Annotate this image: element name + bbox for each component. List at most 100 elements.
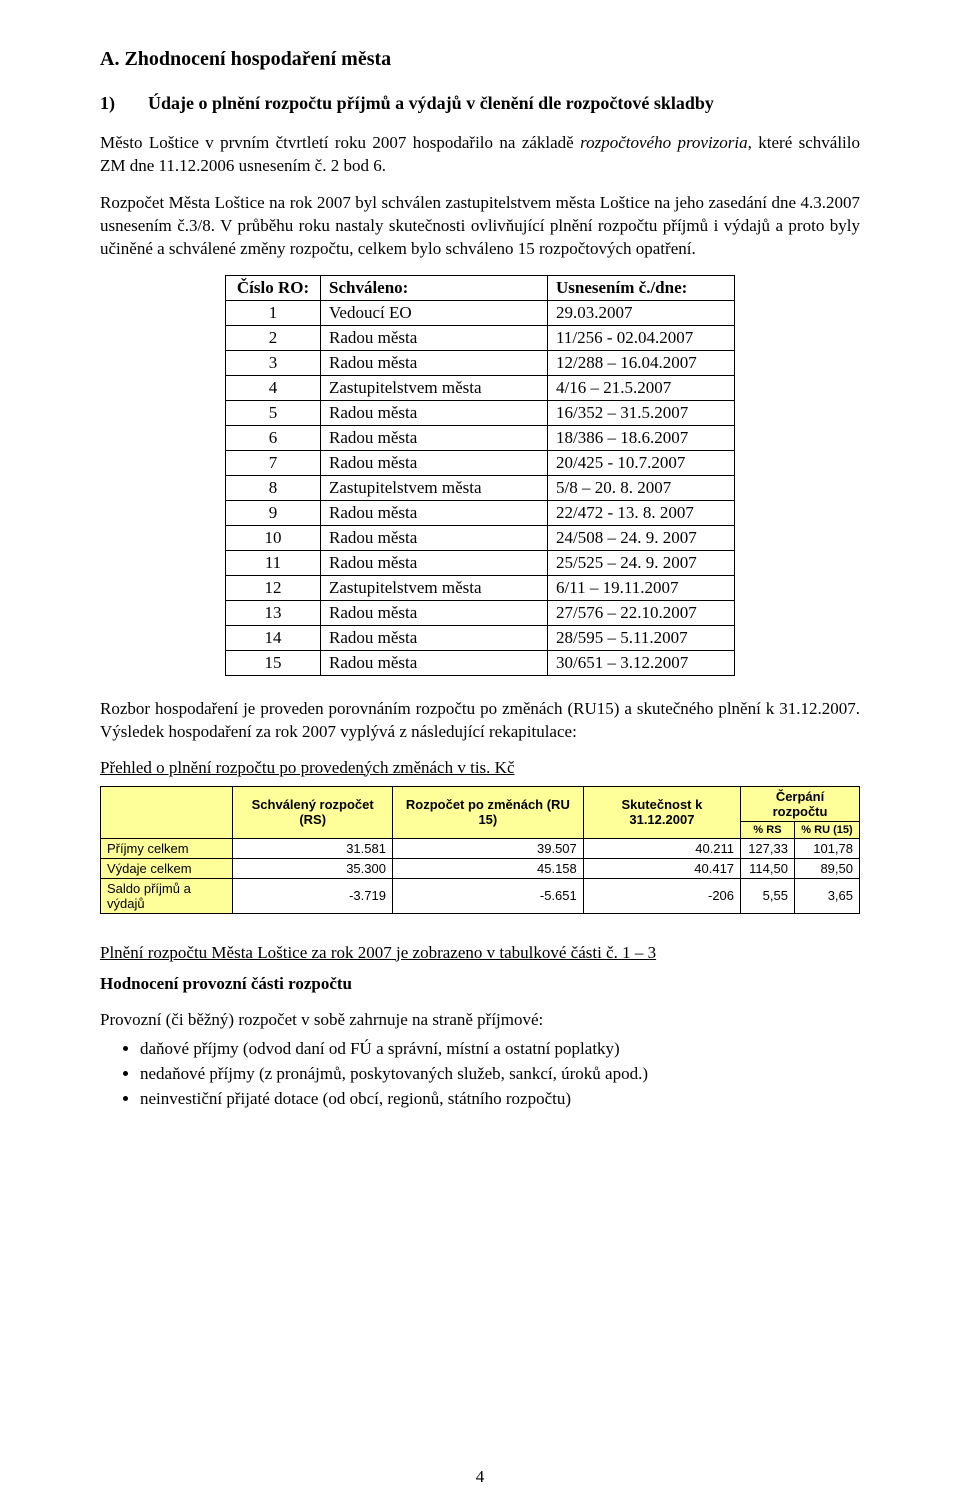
table-row: 12Zastupitelstvem města6/11 – 19.11.2007 [226,575,735,600]
ro-cell-approved: Radou města [321,425,548,450]
ro-cell-resolution: 20/425 - 10.7.2007 [548,450,735,475]
summary-cell-label: Příjmy celkem [101,838,233,858]
section-1-heading: 1)Údaje o plnění rozpočtu příjmů a výdaj… [100,93,860,114]
list-item: neinvestiční přijaté dotace (od obcí, re… [140,1088,860,1111]
ro-cell-resolution: 16/352 – 31.5.2007 [548,400,735,425]
ro-cell-resolution: 6/11 – 19.11.2007 [548,575,735,600]
table-row: 3Radou města12/288 – 16.04.2007 [226,350,735,375]
ro-cell-resolution: 22/472 - 13. 8. 2007 [548,500,735,525]
summary-cell-ru15: 45.158 [392,858,583,878]
summary-cell-label: Výdaje celkem [101,858,233,878]
section-1-text: Údaje o plnění rozpočtu příjmů a výdajů … [148,93,714,113]
summary-caption: Přehled o plnění rozpočtu po provedených… [100,758,860,778]
table-row: 2Radou města11/256 - 02.04.2007 [226,325,735,350]
paragraph-2: Rozpočet Města Loštice na rok 2007 byl s… [100,192,860,261]
ro-cell-resolution: 12/288 – 16.04.2007 [548,350,735,375]
ro-cell-number: 8 [226,475,321,500]
summary-cell-pct-ru: 101,78 [794,838,859,858]
paragraph-3: Rozbor hospodaření je proveden porovnání… [100,698,860,744]
ro-cell-number: 14 [226,625,321,650]
table-row: Výdaje celkem35.30045.15840.417114,5089,… [101,858,860,878]
ro-cell-approved: Vedoucí EO [321,300,548,325]
table-row: 6Radou města18/386 – 18.6.2007 [226,425,735,450]
ro-cell-approved: Radou města [321,650,548,675]
ro-cell-number: 15 [226,650,321,675]
table-row: 7Radou města20/425 - 10.7.2007 [226,450,735,475]
summary-th-pct-ru: % RU (15) [794,821,859,838]
ro-cell-resolution: 24/508 – 24. 9. 2007 [548,525,735,550]
ro-cell-number: 2 [226,325,321,350]
ro-cell-approved: Zastupitelstvem města [321,575,548,600]
summary-cell-pct-ru: 89,50 [794,858,859,878]
summary-cell-pct-rs: 5,55 [741,878,795,913]
ro-cell-approved: Radou města [321,400,548,425]
ro-cell-number: 11 [226,550,321,575]
ro-cell-approved: Radou města [321,550,548,575]
ro-cell-resolution: 11/256 - 02.04.2007 [548,325,735,350]
summary-cell-sk: -206 [583,878,740,913]
paragraph-5: Provozní (či běžný) rozpočet v sobě zahr… [100,1009,860,1032]
ro-cell-number: 9 [226,500,321,525]
ro-cell-number: 5 [226,400,321,425]
section-1-number: 1) [100,93,148,114]
ro-cell-approved: Radou města [321,350,548,375]
ro-cell-resolution: 25/525 – 24. 9. 2007 [548,550,735,575]
ro-cell-approved: Radou města [321,500,548,525]
page-number: 4 [0,1467,960,1487]
summary-th-rs: Schválený rozpočet (RS) [233,786,393,838]
summary-table-body: Příjmy celkem31.58139.50740.211127,33101… [101,838,860,913]
bullet-list: daňové příjmy (odvod daní od FÚ a správn… [100,1038,860,1111]
summary-th-pct-rs: % RS [741,821,795,838]
table-row: 4Zastupitelstvem města4/16 – 21.5.2007 [226,375,735,400]
ro-cell-resolution: 29.03.2007 [548,300,735,325]
summary-cell-ru15: -5.651 [392,878,583,913]
summary-cell-ru15: 39.507 [392,838,583,858]
ro-table: Číslo RO: Schváleno: Usnesením č./dne: 1… [225,275,735,676]
ro-cell-resolution: 28/595 – 5.11.2007 [548,625,735,650]
summary-cell-sk: 40.417 [583,858,740,878]
summary-cell-label: Saldo příjmů a výdajů [101,878,233,913]
ro-cell-resolution: 4/16 – 21.5.2007 [548,375,735,400]
ro-th-approved: Schváleno: [321,275,548,300]
ro-cell-resolution: 18/386 – 18.6.2007 [548,425,735,450]
summary-cell-sk: 40.211 [583,838,740,858]
ro-table-body: 1Vedoucí EO29.03.20072Radou města11/256 … [226,300,735,675]
list-item: nedaňové příjmy (z pronájmů, poskytovaný… [140,1063,860,1086]
summary-header-row-1: Schválený rozpočet (RS) Rozpočet po změn… [101,786,860,821]
ro-th-resolution: Usnesením č./dne: [548,275,735,300]
table-row: 10Radou města24/508 – 24. 9. 2007 [226,525,735,550]
table-row: Příjmy celkem31.58139.50740.211127,33101… [101,838,860,858]
table-row: 8Zastupitelstvem města5/8 – 20. 8. 2007 [226,475,735,500]
ro-cell-number: 7 [226,450,321,475]
table-row: 1Vedoucí EO29.03.2007 [226,300,735,325]
table-row: 9Radou města22/472 - 13. 8. 2007 [226,500,735,525]
table-row: Saldo příjmů a výdajů-3.719-5.651-2065,5… [101,878,860,913]
table-row: 14Radou města28/595 – 5.11.2007 [226,625,735,650]
paragraph-1: Město Loštice v prvním čtvrtletí roku 20… [100,132,860,178]
summary-th-sk: Skutečnost k 31.12.2007 [583,786,740,838]
ro-cell-resolution: 30/651 – 3.12.2007 [548,650,735,675]
ro-cell-number: 10 [226,525,321,550]
table-row: 13Radou města27/576 – 22.10.2007 [226,600,735,625]
summary-th-ru15: Rozpočet po změnách (RU 15) [392,786,583,838]
summary-cell-pct-rs: 114,50 [741,858,795,878]
ro-cell-number: 12 [226,575,321,600]
summary-th-blank [101,786,233,838]
ro-cell-approved: Radou města [321,625,548,650]
summary-cell-pct-ru: 3,65 [794,878,859,913]
ro-th-number: Číslo RO: [226,275,321,300]
summary-cell-pct-rs: 127,33 [741,838,795,858]
ro-cell-resolution: 5/8 – 20. 8. 2007 [548,475,735,500]
table-row: 15Radou města30/651 – 3.12.2007 [226,650,735,675]
ro-cell-approved: Radou města [321,450,548,475]
para1-italic: rozpočtového provizoria [580,133,748,152]
para1-pre: Město Loštice v prvním čtvrtletí roku 20… [100,133,580,152]
ro-cell-number: 3 [226,350,321,375]
paragraph-4: Plnění rozpočtu Města Loštice za rok 200… [100,942,860,965]
summary-cell-rs: 35.300 [233,858,393,878]
ro-cell-number: 1 [226,300,321,325]
table-row: 5Radou města16/352 – 31.5.2007 [226,400,735,425]
summary-table: Schválený rozpočet (RS) Rozpočet po změn… [100,786,860,914]
list-item: daňové příjmy (odvod daní od FÚ a správn… [140,1038,860,1061]
ro-cell-resolution: 27/576 – 22.10.2007 [548,600,735,625]
